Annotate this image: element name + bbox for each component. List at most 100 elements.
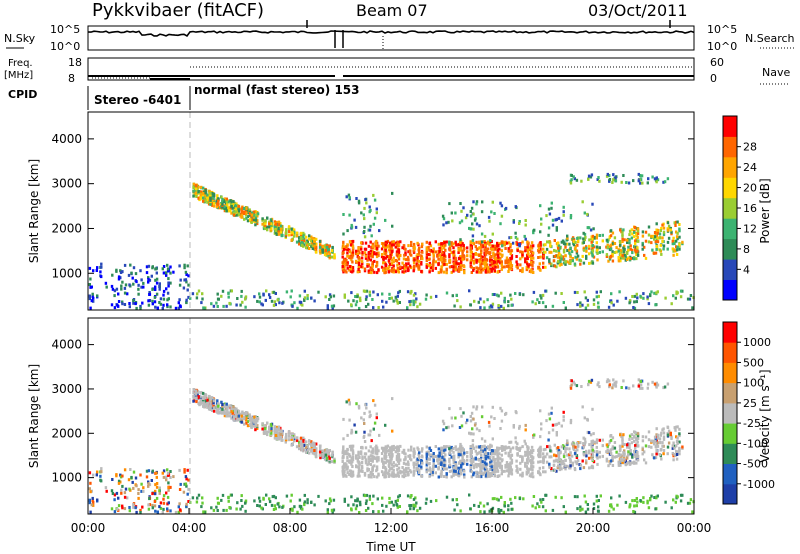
power-cell — [117, 300, 121, 303]
velocity-cell — [667, 429, 671, 433]
power-cell — [348, 256, 352, 260]
power-cell — [264, 223, 267, 227]
velocity-cell — [373, 464, 376, 468]
velocity-cell — [374, 451, 377, 455]
velocity-cell — [236, 410, 239, 414]
power-cell — [578, 258, 581, 262]
velocity-cell — [183, 468, 186, 472]
power-cell — [230, 202, 233, 206]
power-cell — [633, 300, 636, 304]
power-cell — [635, 233, 638, 236]
power-cell — [611, 181, 614, 184]
velocity-cell — [148, 497, 151, 501]
power-cell — [544, 265, 547, 269]
power-cell — [332, 304, 336, 308]
velocity-cell — [209, 398, 212, 402]
power-cell — [154, 278, 157, 282]
power-cell — [331, 246, 334, 250]
power-cell — [390, 243, 394, 247]
velocity-cell — [110, 489, 114, 493]
power-cell — [388, 244, 392, 248]
velocity-cell — [135, 510, 138, 514]
velocity-cell — [130, 475, 133, 479]
power-cell — [377, 251, 380, 255]
power-cell — [492, 267, 495, 270]
power-cell — [351, 239, 355, 243]
velocity-cell — [221, 403, 224, 406]
velocity-cell — [187, 487, 190, 491]
velocity-cell — [246, 424, 250, 428]
velocity-cell — [631, 437, 634, 441]
power-cell — [365, 295, 368, 299]
power-cell — [328, 252, 331, 256]
power-cell — [330, 255, 334, 259]
power-cell — [538, 262, 541, 266]
velocity-cell — [113, 498, 116, 502]
power-cell — [374, 244, 377, 248]
power-cell — [441, 260, 444, 264]
power-cell — [424, 297, 428, 301]
power-cell — [421, 250, 424, 254]
power-cell — [217, 199, 220, 203]
power-cell — [576, 291, 579, 294]
power-cell — [414, 292, 417, 296]
power-cell — [477, 300, 480, 304]
power-cell — [470, 256, 473, 260]
power-cell — [447, 220, 450, 224]
power-cell — [396, 294, 399, 298]
power-cell — [178, 283, 182, 287]
power-cell — [210, 302, 213, 306]
power-cell — [204, 199, 207, 203]
power-cell — [365, 289, 369, 293]
power-cell — [274, 231, 278, 235]
power-cell — [634, 248, 637, 252]
power-cell — [277, 232, 281, 236]
velocity-cell — [99, 474, 102, 478]
power-cell — [351, 269, 355, 273]
velocity-cell — [483, 446, 487, 450]
power-cell — [609, 234, 613, 238]
power-cell — [221, 289, 225, 293]
power-cell — [302, 231, 305, 235]
power-cell — [253, 215, 256, 219]
power-cell — [342, 232, 345, 236]
velocity-cell — [530, 465, 533, 469]
velocity-cell — [491, 451, 494, 455]
power-cell — [492, 251, 495, 255]
power-cell — [481, 255, 484, 259]
power-cell — [254, 218, 258, 222]
velocity-cell — [374, 449, 377, 453]
velocity-cell — [184, 475, 188, 479]
velocity-cell — [121, 504, 124, 508]
power-cell — [303, 296, 307, 300]
velocity-cell — [413, 463, 416, 466]
power-cell — [598, 246, 601, 250]
power-cell — [455, 243, 458, 247]
power-cell — [629, 244, 632, 248]
power-cell — [654, 303, 657, 307]
velocity-cell — [264, 428, 267, 432]
velocity-cell — [624, 463, 627, 467]
power-cell — [653, 235, 657, 239]
power-cell — [526, 254, 529, 258]
velocity-cell — [105, 489, 108, 493]
power-cell — [371, 244, 374, 248]
velocity-cell — [225, 414, 228, 418]
power-cell — [264, 298, 267, 302]
power-cell — [241, 206, 244, 210]
power-cell — [258, 292, 261, 296]
power-cell — [621, 240, 624, 243]
power-cell — [318, 249, 322, 253]
power-cell — [306, 240, 309, 244]
power-cell — [655, 228, 658, 232]
power-cell — [123, 263, 127, 267]
power-cell — [384, 248, 387, 252]
velocity-cell — [566, 441, 569, 445]
power-cell — [481, 240, 484, 244]
velocity-cell — [273, 425, 277, 429]
power-cell — [542, 254, 545, 258]
power-cell — [621, 230, 624, 234]
velocity-cell — [427, 468, 430, 472]
velocity-cell — [135, 484, 138, 488]
power-cell — [88, 294, 91, 298]
